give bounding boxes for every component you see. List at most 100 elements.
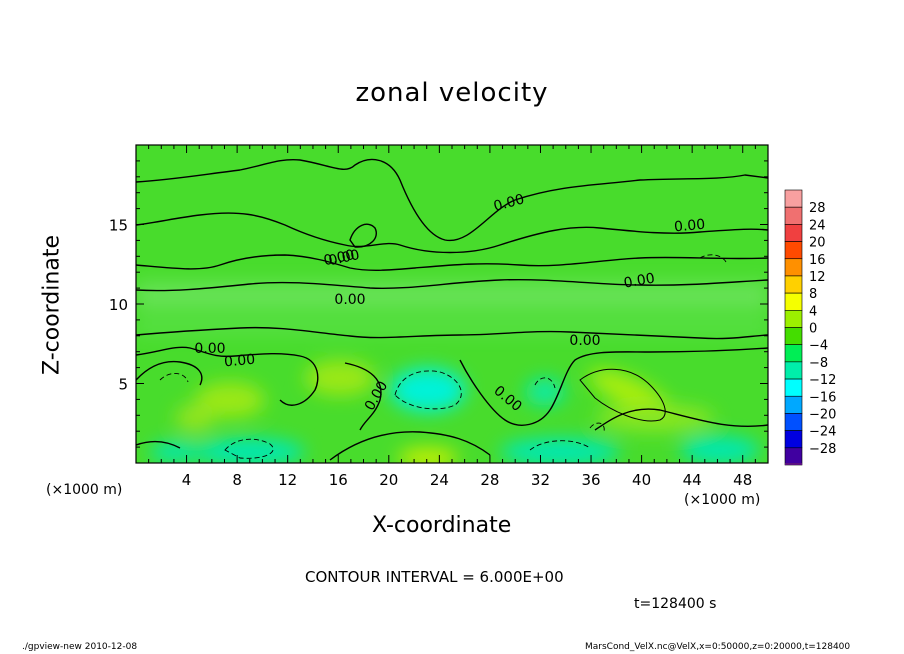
- colorbar-swatch: [784, 378, 803, 397]
- colorbar-label: 20: [809, 236, 826, 251]
- footer-right: MarsCond_VelX.nc@VelX,x=0:50000,z=0:2000…: [585, 642, 851, 652]
- colorbar-label: 4: [809, 304, 817, 319]
- yellow-region: [398, 448, 458, 463]
- contour-line: [136, 212, 768, 254]
- y-tick-label: 10: [109, 296, 128, 314]
- contour-line: [136, 278, 768, 292]
- contour-line: [579, 368, 666, 422]
- contour-label: 0.00: [327, 247, 361, 269]
- x-axis-label: X-coordinate: [372, 513, 512, 538]
- x-tick-label: 16: [329, 471, 348, 489]
- contour-line: [344, 362, 382, 431]
- chart-title: zonal velocity: [355, 78, 549, 108]
- colorbar-label: 0: [809, 322, 817, 337]
- contour-lines: [136, 158, 768, 461]
- x-tick-label: 4: [182, 471, 192, 489]
- contour-label: 0.00: [322, 247, 356, 269]
- colorbar-label: −16: [809, 390, 836, 405]
- y-tick-label: 15: [109, 217, 128, 235]
- contour-line: [136, 326, 768, 340]
- x-unit-label-right: (×1000 m): [684, 492, 761, 508]
- contour-line: [329, 431, 491, 461]
- colorbar-swatch: [784, 224, 803, 242]
- contour-line: [349, 223, 377, 248]
- colorbar-label: −20: [809, 407, 836, 422]
- colorbar-label: −28: [809, 442, 836, 457]
- light-band: [136, 320, 768, 334]
- contour-line: [136, 158, 768, 242]
- colorbar-swatch: [784, 241, 803, 260]
- x-tick-label: 12: [278, 471, 297, 489]
- x-unit-label-left: (×1000 m): [46, 482, 123, 498]
- colorbar-swatch: [784, 258, 803, 277]
- yellow-region: [588, 369, 672, 415]
- colorbar-label: −24: [809, 425, 836, 440]
- contour-label: 0.00: [334, 292, 365, 308]
- colorbar-swatch: [784, 327, 803, 345]
- contour-line: [136, 360, 203, 386]
- colorbar-label: 16: [809, 253, 826, 268]
- colorbar: 28 24 20 16 12 8 4 0 −4 −8 −12 −16 −20 −24 −28: [784, 189, 836, 466]
- colorbar-swatch: [784, 413, 803, 431]
- plot-area: 0.000.000.000.000.000.000.000.000.00 0.00…: [109, 144, 769, 489]
- contour-line: [136, 346, 319, 406]
- colorbar-swatch: [784, 344, 803, 363]
- colorbar-swatch: [784, 395, 803, 414]
- cyan-region: [680, 436, 760, 463]
- dashed-contour: [699, 254, 727, 263]
- dashed-contour: [529, 440, 591, 451]
- contour-label: 0.00: [623, 270, 656, 291]
- colorbar-swatch: [784, 310, 803, 328]
- dashed-contour: [394, 370, 462, 410]
- contour-line: [459, 347, 768, 426]
- light-band: [136, 282, 768, 310]
- colorbar-swatch: [784, 206, 803, 225]
- x-tick-label: 40: [632, 471, 651, 489]
- footer-left: ./gpview-new 2010-12-08: [22, 642, 138, 652]
- colorbar-swatch: [784, 447, 803, 466]
- yellow-region: [595, 404, 715, 432]
- time-label: t=128400 s: [634, 596, 717, 612]
- cyan-region: [150, 442, 200, 462]
- contour-line: [594, 408, 768, 431]
- y-tick-label: 5: [118, 376, 128, 394]
- negative-contours: [159, 254, 727, 459]
- x-tick-label: 36: [581, 471, 600, 489]
- contour-label: 0.00: [569, 333, 600, 349]
- colorbar-label: 12: [809, 270, 826, 285]
- x-tick-label: 20: [379, 471, 398, 489]
- contour-label: 0.00: [492, 191, 526, 215]
- y-axis: 5 10 15: [109, 160, 768, 448]
- colorbar-label: −4: [809, 339, 828, 354]
- dashed-contour: [224, 438, 274, 459]
- contour-line: [136, 440, 181, 449]
- colorbar-label: 8: [809, 287, 817, 302]
- colorbar-top-swatch: [784, 189, 803, 208]
- yellow-region: [175, 404, 215, 432]
- contour-label: 0.00: [673, 217, 705, 236]
- x-tick-label: 24: [430, 471, 449, 489]
- cyan-region: [195, 438, 305, 463]
- contour-line: [136, 254, 768, 272]
- colorbar-label: 24: [809, 218, 826, 233]
- contour-label: 0.00: [223, 352, 255, 371]
- x-tick-label: 8: [232, 471, 242, 489]
- dashed-contour: [159, 373, 189, 383]
- x-tick-label: 32: [531, 471, 550, 489]
- dashed-contour: [589, 422, 605, 433]
- dashed-contour: [534, 377, 556, 389]
- x-tick-label: 44: [683, 471, 702, 489]
- y-axis-label: Z-coordinate: [39, 235, 65, 375]
- colorbar-label: 28: [809, 201, 826, 216]
- x-tick-label: 28: [480, 471, 499, 489]
- colorbar-label: −12: [809, 373, 836, 388]
- colorbar-swatch: [784, 430, 803, 449]
- contour-label: 0.00: [194, 341, 225, 357]
- colorbar-bottom-swatch: [785, 463, 802, 465]
- colorbar-label: −8: [809, 356, 828, 371]
- x-axis: 4 8 12 16 20 24 28 32 36 40 44 48: [148, 145, 756, 489]
- colorbar-swatch: [784, 275, 803, 294]
- cyan-region: [390, 368, 466, 412]
- yellow-region: [195, 382, 265, 418]
